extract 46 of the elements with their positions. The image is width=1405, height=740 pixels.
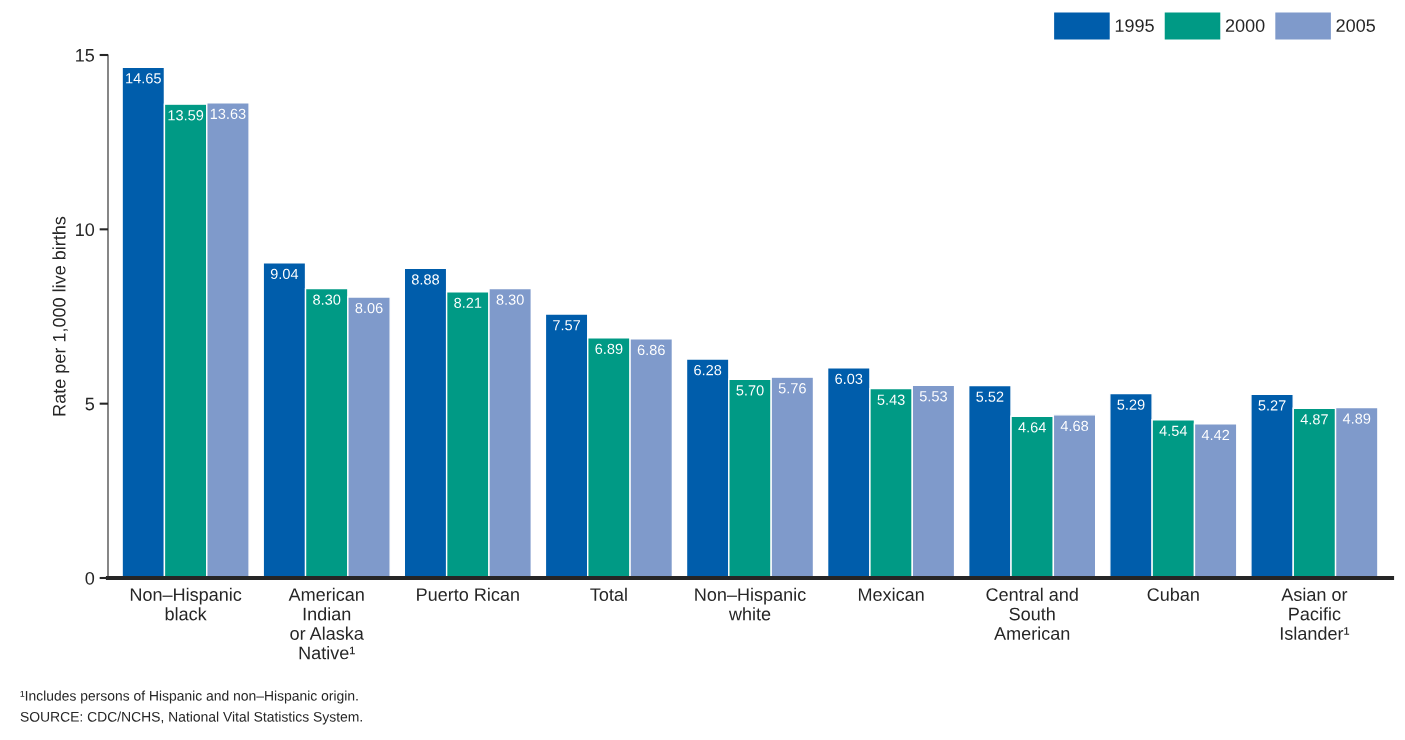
x-tick-label: Non–Hispanic black bbox=[130, 587, 242, 621]
y-axis-title: Rate per 1,000 live births bbox=[52, 216, 70, 416]
data-label: 4.87 bbox=[1300, 414, 1328, 425]
x-tick-label: Non–Hispanic white bbox=[695, 587, 806, 621]
data-label: 4.68 bbox=[1060, 420, 1089, 432]
data-label: 8.21 bbox=[454, 297, 482, 309]
data-label: 8.88 bbox=[411, 274, 440, 285]
data-label: 7.57 bbox=[553, 320, 581, 331]
data-label: 14.65 bbox=[126, 73, 161, 84]
data-label: 6.03 bbox=[835, 373, 863, 385]
data-label: 4.89 bbox=[1342, 413, 1371, 424]
legend-label: 2000 bbox=[1225, 19, 1265, 32]
data-label: 4.54 bbox=[1159, 425, 1188, 436]
x-tick-label: Puerto Rican bbox=[417, 587, 519, 601]
data-label: 6.28 bbox=[694, 364, 722, 376]
source-note: SOURCE: CDC/NCHS, National Vital Statistics System. bbox=[20, 711, 362, 725]
legend-label: 2005 bbox=[1336, 19, 1375, 32]
data-label: 5.52 bbox=[976, 391, 1004, 402]
y-tick-label: 0 bbox=[85, 571, 95, 585]
data-label: 5.27 bbox=[1258, 400, 1286, 411]
y-tick-label: 15 bbox=[76, 49, 95, 62]
data-label: 13.59 bbox=[168, 110, 204, 121]
x-tick-label: Asian or Pacific Islander¹ bbox=[1280, 587, 1350, 640]
data-label: 8.30 bbox=[313, 294, 341, 305]
text: ¹Includes persons of Hispanic and non–Hispanic origin. bbox=[20, 690, 358, 704]
data-label: 13.63 bbox=[210, 108, 246, 120]
data-label: 8.06 bbox=[355, 302, 383, 314]
data-label: 8.30 bbox=[496, 294, 524, 305]
data-label: 5.53 bbox=[919, 391, 947, 402]
x-tick-label: Central and South American bbox=[986, 587, 1078, 640]
x-tick-label: Mexican bbox=[858, 587, 924, 601]
y-tick-label: 10 bbox=[76, 223, 95, 237]
data-label: 6.86 bbox=[637, 344, 665, 356]
x-tick-label: Cuban bbox=[1147, 587, 1199, 601]
data-label: 5.76 bbox=[778, 383, 806, 394]
legend-label: 1995 bbox=[1115, 19, 1154, 32]
data-label: 5.70 bbox=[736, 385, 764, 396]
data-label: 6.89 bbox=[595, 343, 623, 355]
x-tick-label: Total bbox=[590, 587, 627, 601]
y-tick-label: 5 bbox=[85, 397, 95, 411]
data-label: 4.64 bbox=[1018, 422, 1046, 433]
data-label: 5.43 bbox=[877, 394, 905, 405]
data-label: 4.42 bbox=[1201, 429, 1230, 441]
data-label: 5.29 bbox=[1117, 399, 1145, 410]
data-label: 9.04 bbox=[270, 268, 299, 280]
x-tick-label: American Indian or Alaska Native¹ bbox=[288, 587, 364, 660]
